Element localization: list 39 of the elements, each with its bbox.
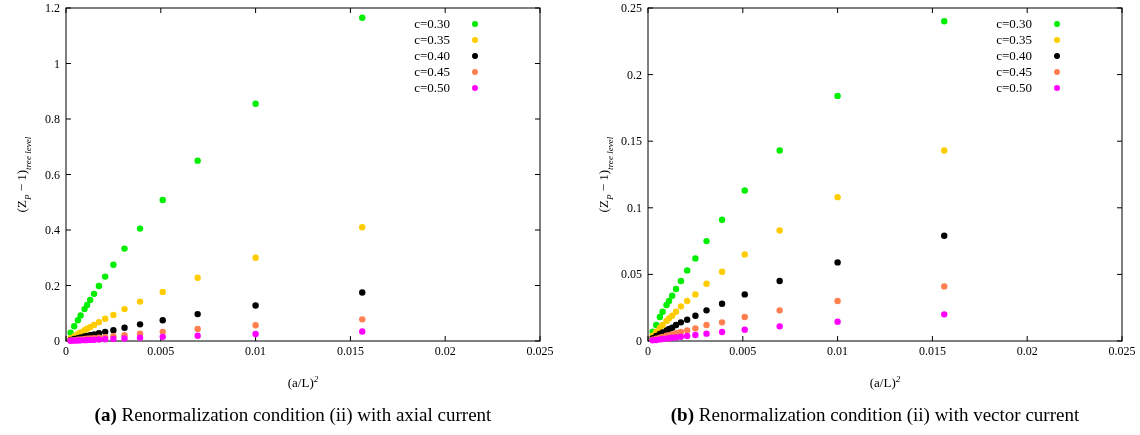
- x-tick-label: 0.01: [827, 344, 849, 358]
- x-tick-label: 0: [63, 344, 69, 358]
- legend-label: c=0.40: [996, 48, 1032, 63]
- x-tick-label: 0.02: [434, 344, 456, 358]
- legend-label: c=0.35: [414, 32, 450, 47]
- legend-label: c=0.50: [996, 80, 1032, 95]
- x-tick-label: 0.025: [526, 344, 554, 358]
- text: (a) Renormalization condition (ii) with axial current: [94, 404, 493, 426]
- legend-label: c=0.50: [414, 80, 450, 95]
- y-tick-label: 0.6: [45, 167, 60, 182]
- y-tick-label: 0.25: [621, 1, 642, 15]
- x-tick-label: 0.01: [245, 344, 267, 358]
- legend-label: c=0.45: [414, 64, 450, 79]
- y-tick-label: 0.4: [45, 223, 60, 237]
- x-tick-label: 0.015: [918, 344, 946, 358]
- y-tick-label: 0.2: [627, 67, 642, 82]
- y-tick-label: 0.2: [45, 278, 60, 293]
- y-tick-label: 0.1: [627, 200, 642, 215]
- legend-label: c=0.30: [996, 16, 1032, 31]
- x-tick-label: 0.005: [147, 344, 175, 358]
- y-tick-label: 0.15: [621, 134, 642, 149]
- text: (b) Renormalization condition (ii) with vector current: [670, 404, 1080, 426]
- legend-label: c=0.30: [414, 16, 450, 31]
- x-tick-label: 0.02: [1016, 344, 1038, 358]
- x-tick-label: 0.025: [1108, 344, 1136, 358]
- y-tick-label: 0.8: [45, 112, 60, 126]
- y-tick-label: 0: [54, 334, 60, 348]
- y-tick-label: 1.2: [45, 1, 60, 15]
- x-tick-label: 0.005: [729, 344, 757, 358]
- x-tick-label: 0.015: [336, 344, 364, 358]
- x-tick-label: 0: [645, 344, 651, 358]
- x-axis-title: (a/L)$^{2}$: [287, 374, 319, 390]
- legend-label: c=0.45: [996, 64, 1032, 79]
- y-tick-label: 1: [54, 56, 60, 71]
- x-axis-title: (a/L)$^{2}$: [869, 374, 901, 390]
- legend-label: c=0.35: [996, 32, 1032, 47]
- legend-label: c=0.40: [414, 48, 450, 63]
- y-tick-label: 0.05: [621, 267, 642, 282]
- y-tick-label: 0: [636, 334, 642, 348]
